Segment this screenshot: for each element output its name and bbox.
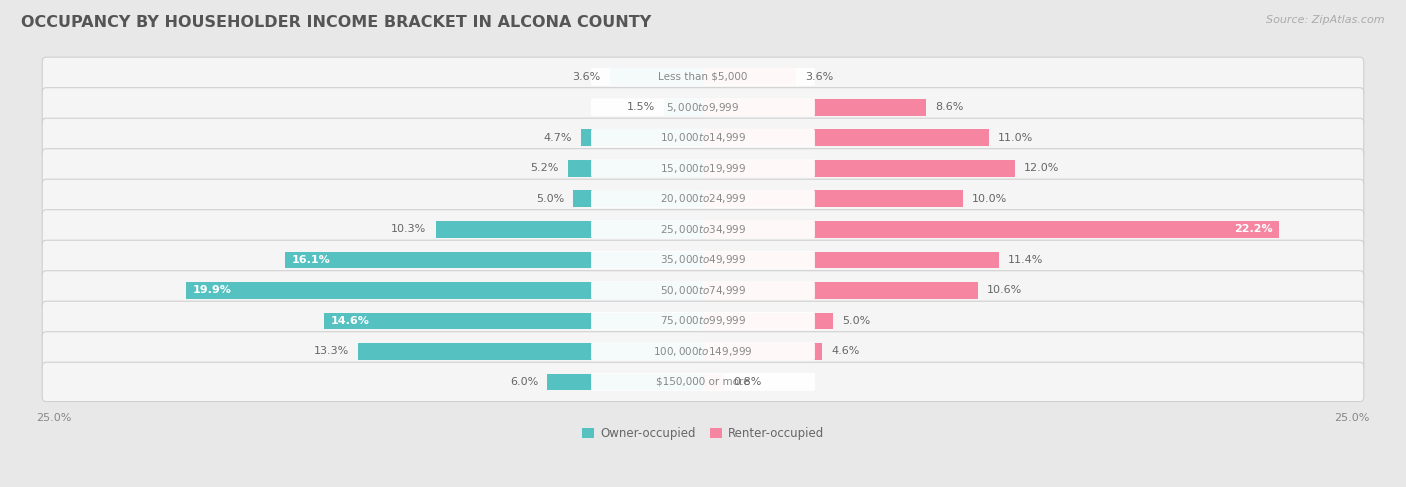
Text: 19.9%: 19.9% <box>193 285 232 296</box>
FancyBboxPatch shape <box>42 88 1364 127</box>
Bar <box>357 343 703 360</box>
FancyBboxPatch shape <box>591 68 815 86</box>
FancyBboxPatch shape <box>42 149 1364 188</box>
Text: 22.2%: 22.2% <box>1234 225 1272 234</box>
Text: 11.4%: 11.4% <box>1008 255 1043 265</box>
Text: 16.1%: 16.1% <box>291 255 330 265</box>
Text: Less than $5,000: Less than $5,000 <box>658 72 748 82</box>
Text: 10.6%: 10.6% <box>987 285 1022 296</box>
FancyBboxPatch shape <box>591 159 815 177</box>
Bar <box>581 130 703 146</box>
FancyBboxPatch shape <box>591 312 815 330</box>
Text: 4.6%: 4.6% <box>831 346 860 356</box>
Text: 8.6%: 8.6% <box>935 102 963 112</box>
Text: Source: ZipAtlas.com: Source: ZipAtlas.com <box>1267 15 1385 25</box>
Text: 4.7%: 4.7% <box>543 133 572 143</box>
Text: 5.0%: 5.0% <box>842 316 870 326</box>
Text: 10.0%: 10.0% <box>972 194 1007 204</box>
Bar <box>436 221 703 238</box>
Text: 10.3%: 10.3% <box>391 225 426 234</box>
Bar <box>703 160 1015 177</box>
Text: $50,000 to $74,999: $50,000 to $74,999 <box>659 284 747 297</box>
Bar <box>703 190 963 207</box>
Bar <box>703 221 1279 238</box>
Bar <box>664 99 703 116</box>
Text: $15,000 to $19,999: $15,000 to $19,999 <box>659 162 747 175</box>
Text: $150,000 or more: $150,000 or more <box>657 377 749 387</box>
Bar <box>285 251 703 268</box>
Text: 5.0%: 5.0% <box>536 194 564 204</box>
FancyBboxPatch shape <box>591 373 815 391</box>
Bar <box>610 69 703 85</box>
Text: 11.0%: 11.0% <box>998 133 1033 143</box>
FancyBboxPatch shape <box>42 210 1364 249</box>
Bar <box>703 130 988 146</box>
Text: 13.3%: 13.3% <box>314 346 349 356</box>
Bar <box>703 282 979 299</box>
Text: 12.0%: 12.0% <box>1024 163 1059 173</box>
FancyBboxPatch shape <box>591 281 815 300</box>
FancyBboxPatch shape <box>42 362 1364 402</box>
Text: OCCUPANCY BY HOUSEHOLDER INCOME BRACKET IN ALCONA COUNTY: OCCUPANCY BY HOUSEHOLDER INCOME BRACKET … <box>21 15 651 30</box>
FancyBboxPatch shape <box>591 342 815 360</box>
Text: $20,000 to $24,999: $20,000 to $24,999 <box>659 192 747 206</box>
FancyBboxPatch shape <box>591 98 815 116</box>
Text: $25,000 to $34,999: $25,000 to $34,999 <box>659 223 747 236</box>
Text: 1.5%: 1.5% <box>627 102 655 112</box>
Text: 14.6%: 14.6% <box>330 316 370 326</box>
Bar <box>703 313 832 329</box>
Bar <box>703 99 927 116</box>
FancyBboxPatch shape <box>42 301 1364 340</box>
Bar <box>547 374 703 390</box>
Bar <box>574 190 703 207</box>
Text: $35,000 to $49,999: $35,000 to $49,999 <box>659 253 747 266</box>
Text: $10,000 to $14,999: $10,000 to $14,999 <box>659 131 747 144</box>
FancyBboxPatch shape <box>42 179 1364 219</box>
Legend: Owner-occupied, Renter-occupied: Owner-occupied, Renter-occupied <box>578 422 828 445</box>
Text: 6.0%: 6.0% <box>510 377 538 387</box>
FancyBboxPatch shape <box>42 118 1364 157</box>
FancyBboxPatch shape <box>42 57 1364 96</box>
Bar <box>323 313 703 329</box>
Bar <box>703 343 823 360</box>
FancyBboxPatch shape <box>591 190 815 208</box>
FancyBboxPatch shape <box>591 129 815 147</box>
Text: $5,000 to $9,999: $5,000 to $9,999 <box>666 101 740 114</box>
Text: $100,000 to $149,999: $100,000 to $149,999 <box>654 345 752 358</box>
FancyBboxPatch shape <box>591 251 815 269</box>
Text: 3.6%: 3.6% <box>806 72 834 82</box>
Bar <box>703 69 796 85</box>
Text: 0.8%: 0.8% <box>733 377 761 387</box>
FancyBboxPatch shape <box>42 271 1364 310</box>
Text: 5.2%: 5.2% <box>530 163 560 173</box>
Bar <box>703 374 724 390</box>
Bar <box>187 282 703 299</box>
Bar <box>568 160 703 177</box>
FancyBboxPatch shape <box>591 221 815 238</box>
Text: 3.6%: 3.6% <box>572 72 600 82</box>
FancyBboxPatch shape <box>42 240 1364 280</box>
Text: $75,000 to $99,999: $75,000 to $99,999 <box>659 315 747 327</box>
FancyBboxPatch shape <box>42 332 1364 371</box>
Bar <box>703 251 1000 268</box>
